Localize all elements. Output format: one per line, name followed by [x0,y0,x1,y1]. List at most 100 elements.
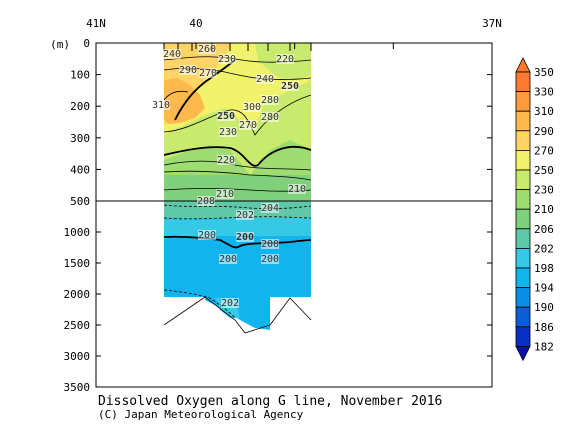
colorbar-label: 270 [534,144,554,157]
contour-label-bg [276,54,294,64]
contour-label-bg [179,65,197,75]
colorbar-box [515,306,531,328]
y-tick-label: 200 [70,100,90,113]
contour-label-bg [261,203,279,213]
y-tick-label: 3000 [64,350,91,363]
contour-label: 250 [281,81,299,92]
contour-label: 270 [199,68,217,79]
contour-label: 240 [256,74,274,85]
contour-label: 208 [197,196,215,207]
contour-label-bg [218,54,236,64]
y-tick-label: 2000 [64,288,91,301]
contour-label: 200 [236,232,254,243]
colorbar-box [515,91,531,112]
x-tick-label: 40 [189,17,202,30]
contour-label: 260 [198,44,216,55]
contour-line-290 [174,59,236,121]
colorbar: 350 330 310 290 270 250 230 210 206 202 198 194 190 1… [515,57,554,362]
contour-label: 200 [198,230,216,241]
colorbar-box [515,228,531,249]
x-tick-label: 37N [482,17,502,30]
contour-label: 202 [236,210,254,221]
oxygen-fill-198 [164,236,311,297]
colorbar-box [515,149,531,171]
colorbar-box [515,169,531,191]
colorbar-label: 350 [534,66,554,79]
contour-label-bg [243,102,261,112]
oxygen-fill-210 [164,175,311,201]
y-tick-label: 400 [70,163,90,176]
y-tick-label: 1000 [64,226,91,239]
colorbar-label: 290 [534,125,554,138]
contour-label: 200 [261,239,279,250]
contour-line-250 [163,145,312,167]
contour-line-310 [163,90,189,101]
y-tick-label: 0 [83,37,90,50]
colorbar-top-triangle [515,57,531,73]
bottom-topography [163,296,312,334]
contour-label-bg [197,196,215,206]
colorbar-label: 206 [534,223,554,236]
contour-label: 290 [179,65,197,76]
contour-line-198 [163,289,236,319]
contour-label-bg [199,68,217,78]
contour-label: 300 [243,102,261,113]
contour-label: 210 [288,184,306,195]
contour-label: 270 [239,120,257,131]
x-axis-top: 41N 40 37N [86,17,502,49]
contour-label-bg [217,111,235,121]
colorbar-box [515,71,531,93]
colorbar-bottom-triangle [515,345,531,362]
contour-label: 280 [261,95,279,106]
contour-line-206 [163,204,312,210]
colorbar-label: 210 [534,203,554,216]
colorbar-box [515,287,531,308]
contour-label-bg [236,210,254,220]
contour-label-bg [163,49,181,59]
y-tick-label: 2500 [64,319,91,332]
contour-label: 230 [219,127,237,138]
contour-label-bg [198,44,216,54]
contour-label: 220 [217,155,235,166]
contour-line [163,170,312,181]
y-tick-label: 1500 [64,257,91,270]
colorbar-label: 330 [534,86,554,99]
seafloor-line [163,296,312,334]
colorbar-label: 186 [534,321,554,334]
contour-label-bg [221,298,239,308]
contour-label-bg [236,232,254,242]
y-tick-label: 3500 [64,381,91,394]
contour-label-bg [261,239,279,249]
colorbar-label: 194 [534,282,554,295]
y-tick-label: 300 [70,132,90,145]
contour-label-bg [261,254,279,264]
y-axis: 0 100 200 300 400 500 1000 1500 2000 2500 3000 3500 [64,37,492,394]
plot-frame [95,42,493,388]
contour-label-bg [217,155,235,165]
colorbar-box [515,208,531,230]
contour-label-bg [152,100,170,110]
contour-label-bg [239,120,257,130]
y-tick-label: 100 [70,69,90,82]
y-tick-label: 500 [70,195,90,208]
contour-label-bg [281,81,299,91]
contour-labels: 240 2602302502202402702803003102902802702… [152,44,306,309]
colorbar-box [515,247,531,269]
contour-label: 200 [219,254,237,265]
colorbar-box [515,130,531,151]
colorbar-box [515,267,531,289]
colorbar-label: 190 [534,301,554,314]
contour-label-bg [219,254,237,264]
colorbar-label: 182 [534,340,554,353]
contour-label: 280 [261,112,279,123]
colorbar-label: 198 [534,262,554,275]
y-axis-label: (m) [50,38,70,51]
contour-label-bg [198,230,216,240]
x-tick-label: 41N [86,17,106,30]
colorbar-box [515,326,531,347]
contour-label: 220 [276,54,294,65]
colorbar-label: 250 [534,164,554,177]
colorbar-box [515,189,531,210]
contour-label-bg [256,74,274,84]
